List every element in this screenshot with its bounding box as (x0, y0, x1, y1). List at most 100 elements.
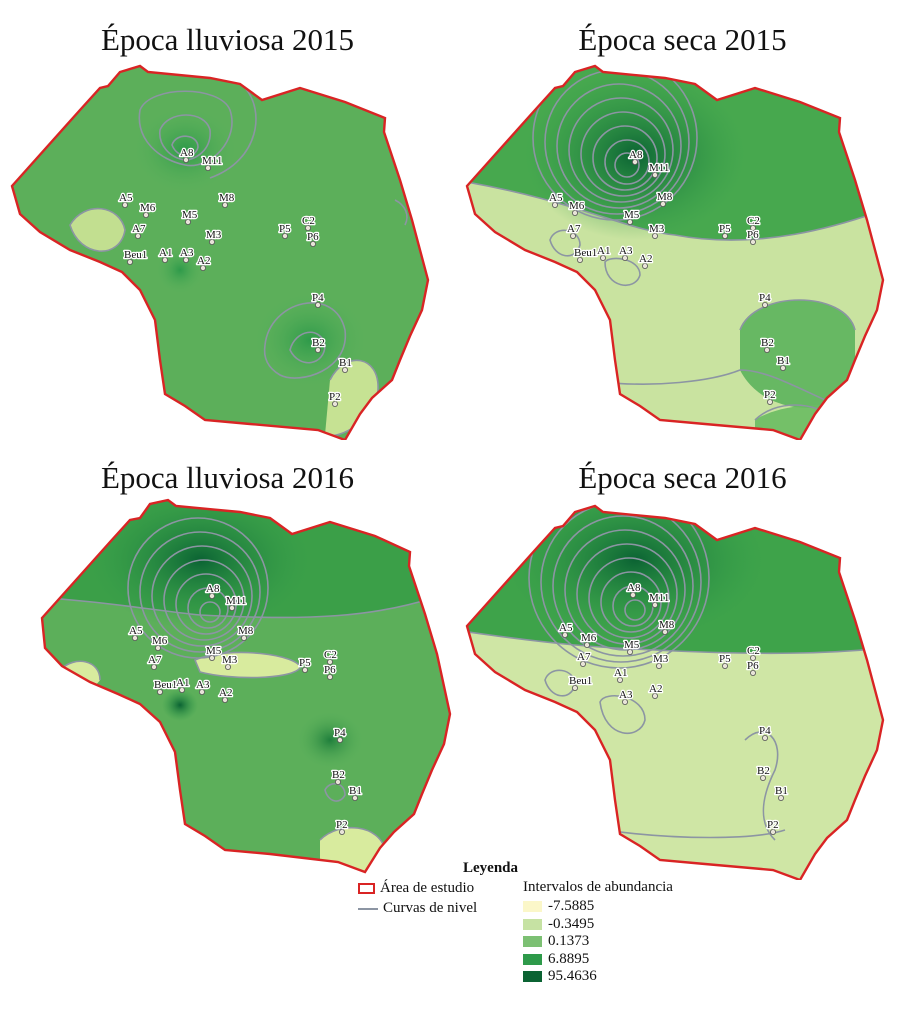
site-marker (621, 254, 628, 261)
site-label: B2 (332, 769, 345, 781)
site-label: A1 (176, 677, 189, 689)
surface (42, 500, 450, 872)
site-marker (334, 778, 341, 785)
site-label: B1 (349, 785, 362, 797)
site-marker (749, 238, 756, 245)
site-marker (336, 736, 343, 743)
site-label: M6 (581, 632, 597, 644)
site-marker (626, 648, 633, 655)
site-label: M11 (649, 162, 669, 174)
site-label: M3 (206, 229, 222, 241)
class-label: 6.8895 (548, 950, 590, 967)
site-marker (134, 232, 141, 239)
site-marker (182, 156, 189, 163)
site-marker (580, 660, 587, 667)
contour-lines (42, 517, 450, 851)
site-marker (208, 592, 215, 599)
site-label: P4 (312, 292, 324, 304)
site-label: M5 (624, 209, 640, 221)
site-label: P2 (764, 389, 776, 401)
site-marker (338, 828, 345, 835)
legend-title: Leyenda (463, 860, 519, 876)
site-label: A2 (197, 255, 210, 267)
site-marker (577, 256, 584, 263)
site-label: A7 (577, 651, 591, 663)
site-marker (779, 364, 786, 371)
site-label: P2 (329, 391, 341, 403)
site-marker (616, 676, 623, 683)
site-label: A3 (180, 247, 194, 259)
site-label: P4 (334, 727, 346, 739)
site-marker (761, 734, 768, 741)
site-marker (749, 654, 756, 661)
site-marker (572, 684, 579, 691)
map-panel-lluviosa-2015: Época lluviosa 2015 A8 M11 A5 M6 A7 M (0, 0, 455, 440)
site-marker (184, 218, 191, 225)
site-label: M11 (649, 592, 669, 604)
site-label: M3 (222, 654, 238, 666)
site-label: A7 (148, 654, 162, 666)
site-marker (761, 301, 768, 308)
site-marker (314, 346, 321, 353)
map-panel-seca-2015: Época seca 2015 A8 M11 A5 M6 A7 M5 M8 M3 P5 C2 P6 B… (455, 0, 910, 440)
site-label: Beu1 (569, 675, 592, 687)
site-label: M6 (140, 202, 156, 214)
site-marker (204, 164, 211, 171)
site-marker (199, 264, 206, 271)
class-swatch (523, 971, 542, 983)
site-label: Beu1 (154, 679, 177, 691)
panel-title: Época seca 2015 (578, 22, 787, 57)
class-label: 95.4636 (548, 968, 597, 985)
site-marker (721, 662, 728, 669)
site-marker (304, 224, 311, 231)
site-label: A5 (119, 192, 133, 204)
legend-contours: Curvas de nivel (358, 900, 477, 917)
surface (467, 506, 883, 880)
map-panel-lluviosa-2016: Época lluviosa 2016 A8 M11 (0, 440, 455, 880)
site-label: P5 (299, 657, 311, 669)
site-label: M5 (624, 639, 640, 651)
class-label: -0.3495 (548, 915, 595, 932)
site-label: A5 (129, 625, 143, 637)
site-label: A2 (639, 253, 652, 265)
site-marker (651, 232, 658, 239)
site-marker (552, 201, 559, 208)
site-marker (156, 688, 163, 695)
class-swatch (523, 901, 542, 913)
contour-lines (69, 87, 408, 437)
site-label: M5 (182, 209, 198, 221)
legend-class: 95.4636 (523, 968, 597, 986)
site-marker (198, 688, 205, 695)
site-marker (572, 209, 579, 216)
site-marker (631, 158, 638, 165)
site-marker (208, 654, 215, 661)
site-marker (651, 171, 658, 178)
study-area-boundary (10, 64, 430, 440)
class-swatch (523, 936, 542, 948)
site-label: M8 (659, 619, 675, 631)
site-label: M8 (657, 191, 673, 203)
site-label: M3 (653, 653, 669, 665)
site-marker (769, 828, 776, 835)
site-label: P2 (767, 819, 779, 831)
legend-class: -7.5885 (523, 898, 597, 916)
site-label: A7 (567, 223, 581, 235)
site-label: A3 (619, 689, 633, 701)
site-marker (621, 698, 628, 705)
site-label: A1 (614, 667, 627, 679)
site-marker (777, 794, 784, 801)
site-label: A2 (219, 687, 232, 699)
legend-class: -0.3495 (523, 916, 597, 934)
site-marker (749, 669, 756, 676)
legend-study-area-label: Área de estudio (380, 880, 475, 896)
site-marker (314, 301, 321, 308)
class-swatch (523, 918, 542, 930)
site-label: M8 (238, 625, 254, 637)
abundance-classes: -7.5885 -0.3495 0.1373 6.8895 95.4636 (523, 898, 597, 986)
site-label: A5 (549, 192, 563, 204)
